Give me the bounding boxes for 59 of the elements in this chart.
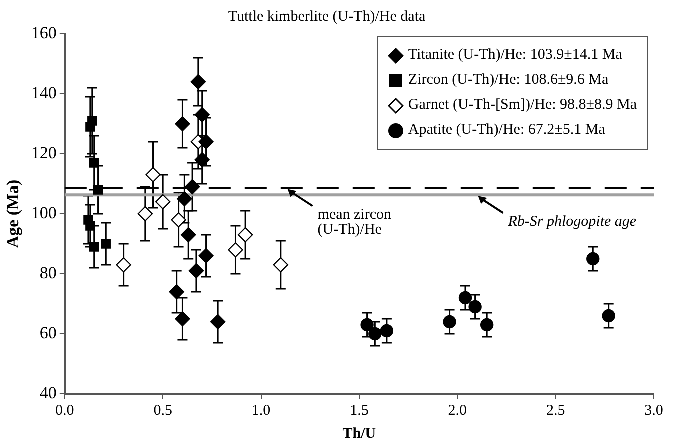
x-tick-label: 1.5 xyxy=(350,402,369,419)
point xyxy=(198,248,214,264)
point xyxy=(188,263,204,279)
x-tick-label: 3.0 xyxy=(644,402,664,419)
y-tick-label: 80 xyxy=(40,263,57,282)
y-tick-label: 60 xyxy=(40,323,57,342)
point xyxy=(177,191,192,207)
y-tick-label: 100 xyxy=(31,203,57,222)
point xyxy=(146,167,161,183)
point xyxy=(273,257,289,273)
y-tick-label: 120 xyxy=(31,143,57,162)
point xyxy=(380,324,394,338)
x-axis-title: Th/U xyxy=(342,426,376,442)
point xyxy=(586,252,600,266)
point xyxy=(480,318,494,332)
point xyxy=(90,242,100,252)
point xyxy=(443,315,456,329)
point xyxy=(171,212,186,228)
x-tick-label: 2.0 xyxy=(448,402,468,419)
annotation: Rb-Sr phlogopite age xyxy=(507,214,637,230)
point xyxy=(93,185,104,195)
y-axis-title: Age (Ma) xyxy=(4,180,23,248)
point xyxy=(368,327,382,341)
point xyxy=(184,179,200,195)
x-tick-label: 0.0 xyxy=(56,402,74,419)
x-tick-label: 2.5 xyxy=(546,402,566,419)
point xyxy=(181,227,196,243)
point xyxy=(86,221,96,231)
point xyxy=(238,227,254,243)
legend-label: Titanite (U-Th)/He: 103.9±14.1 Ma xyxy=(408,47,622,64)
point xyxy=(175,311,190,327)
point xyxy=(138,206,154,222)
point xyxy=(88,116,98,126)
y-tick-label: 140 xyxy=(31,83,57,102)
point xyxy=(602,309,616,323)
point xyxy=(155,194,171,210)
legend-label: Apatite (U-Th)/He: 67.2±5.1 Ma xyxy=(408,122,606,139)
point xyxy=(360,318,374,332)
point xyxy=(210,314,226,330)
point xyxy=(458,291,472,305)
legend-label: Garnet (U-Th-[Sm])/He: 98.8±8.9 Ma xyxy=(408,97,637,114)
point xyxy=(116,257,132,273)
legend-label: Zircon (U-Th)/He: 108.6±9.6 Ma xyxy=(408,72,609,89)
point xyxy=(175,116,190,132)
point xyxy=(190,74,206,90)
y-tick-label: 160 xyxy=(31,23,57,42)
x-tick-label: 0.5 xyxy=(154,402,172,419)
point xyxy=(194,152,210,168)
point xyxy=(198,134,214,150)
point xyxy=(169,284,184,300)
point xyxy=(468,300,482,314)
chart-title: Tuttle kimberlite (U-Th)/He data xyxy=(228,8,426,25)
point xyxy=(228,242,244,258)
point xyxy=(194,107,210,123)
point xyxy=(101,239,111,249)
y-tick-label: 40 xyxy=(40,383,57,402)
x-tick-label: 1.0 xyxy=(252,402,271,419)
annotation: mean zircon (U-Th)/He xyxy=(318,207,392,238)
point xyxy=(90,158,100,168)
